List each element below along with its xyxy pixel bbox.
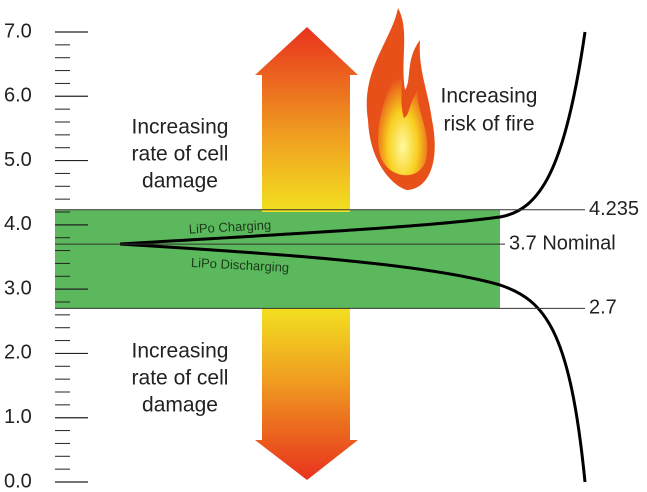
level-label: 3.7 Nominal: [509, 232, 616, 254]
note-line: rate of cell: [132, 143, 229, 166]
down-arrow: [255, 308, 358, 480]
y-tick-label: 5.0: [4, 149, 32, 171]
level-label: 2.7: [589, 297, 617, 319]
y-tick-label: 3.0: [4, 277, 32, 299]
note-line: risk of fire: [443, 113, 534, 136]
y-tick-label: 0.0: [4, 470, 32, 492]
y-tick-label: 6.0: [4, 85, 32, 107]
y-tick-label: 2.0: [4, 342, 32, 364]
flame: [367, 8, 435, 190]
note-line: Increasing: [132, 116, 229, 139]
note-line: Increasing: [132, 340, 229, 363]
level-label: 4.235: [589, 198, 639, 220]
note-line: damage: [142, 170, 218, 193]
up-arrow: [255, 27, 358, 212]
y-tick-label: 7.0: [4, 20, 32, 42]
chart: LiPo Charging LiPo Discharging Increasin…: [0, 0, 647, 492]
note-line: Increasing: [441, 85, 538, 108]
page: LiPo Charging LiPo Discharging Increasin…: [0, 0, 647, 492]
y-tick-label: 4.0: [4, 213, 32, 235]
y-tick-label: 1.0: [4, 406, 32, 428]
note-line: rate of cell: [132, 367, 229, 390]
note-line: damage: [142, 394, 218, 417]
